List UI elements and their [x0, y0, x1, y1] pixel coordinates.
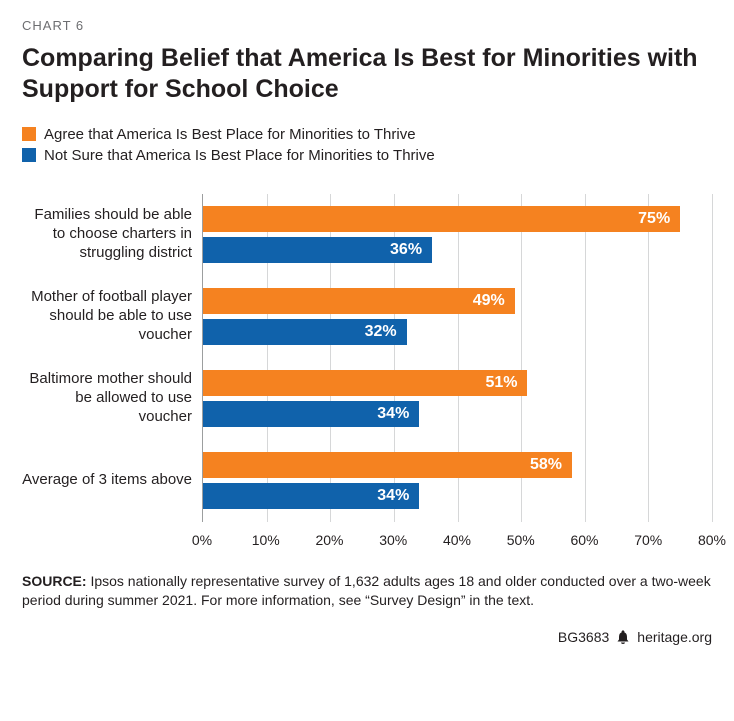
chart-title: Comparing Belief that America Is Best fo… [22, 43, 712, 106]
x-tick: 30% [379, 532, 407, 548]
bar: 75% [203, 206, 680, 232]
site-label: heritage.org [637, 629, 712, 645]
category-label: Average of 3 items above [22, 440, 202, 522]
x-tick: 60% [570, 532, 598, 548]
legend-item: Not Sure that America Is Best Place for … [22, 145, 712, 166]
x-tick: 80% [698, 532, 726, 548]
bar: 34% [203, 483, 419, 509]
bell-icon [617, 630, 629, 644]
x-tick: 50% [507, 532, 535, 548]
x-tick: 70% [634, 532, 662, 548]
bar-groups: 75%36%49%32%51%34%58%34% [203, 194, 712, 522]
footer: BG3683 heritage.org [22, 629, 712, 645]
chart-kicker: CHART 6 [22, 18, 712, 33]
bar: 58% [203, 452, 572, 478]
source-label: SOURCE: [22, 573, 87, 589]
x-axis: 0%10%20%30%40%50%60%70%80% [202, 528, 712, 552]
bar-group: 75%36% [203, 194, 712, 276]
chart-area: Families should be able to choose charte… [22, 194, 712, 522]
legend: Agree that America Is Best Place for Min… [22, 124, 712, 166]
category-label: Mother of football player should be able… [22, 276, 202, 358]
source-text: Ipsos nationally representative survey o… [22, 573, 711, 609]
bar-group: 49%32% [203, 276, 712, 358]
category-label: Baltimore mother should be allowed to us… [22, 358, 202, 440]
x-tick: 0% [192, 532, 212, 548]
category-label: Families should be able to choose charte… [22, 194, 202, 276]
y-axis-labels: Families should be able to choose charte… [22, 194, 202, 522]
bar: 51% [203, 370, 527, 396]
legend-swatch [22, 148, 36, 162]
gridline [712, 194, 713, 522]
bar: 36% [203, 237, 432, 263]
bar: 49% [203, 288, 515, 314]
legend-item: Agree that America Is Best Place for Min… [22, 124, 712, 145]
source-note: SOURCE: Ipsos nationally representative … [22, 572, 712, 611]
x-tick: 10% [252, 532, 280, 548]
legend-label: Agree that America Is Best Place for Min… [44, 124, 416, 145]
bar-group: 51%34% [203, 358, 712, 440]
doc-id: BG3683 [558, 629, 609, 645]
x-tick: 40% [443, 532, 471, 548]
bar: 34% [203, 401, 419, 427]
legend-label: Not Sure that America Is Best Place for … [44, 145, 435, 166]
legend-swatch [22, 127, 36, 141]
bar: 32% [203, 319, 407, 345]
x-tick: 20% [315, 532, 343, 548]
plot-area: 75%36%49%32%51%34%58%34% [202, 194, 712, 522]
bar-group: 58%34% [203, 440, 712, 522]
